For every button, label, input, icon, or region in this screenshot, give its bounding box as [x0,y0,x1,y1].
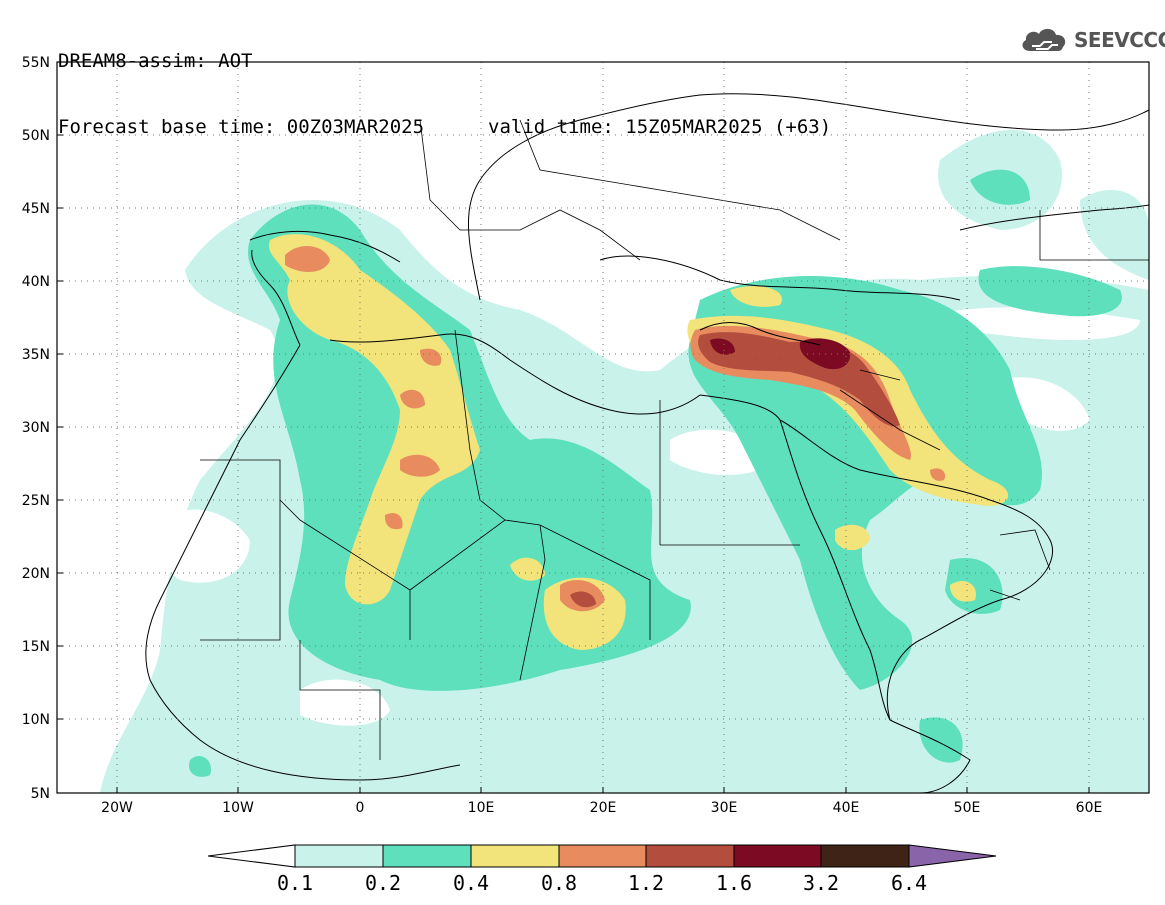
lon-labels: 20W 10W 0 10E 20E 30E 40E 50E 60E [101,800,1102,816]
lat-labels: 55N 50N 45N 40N 35N 30N 25N 20N 15N 10N … [22,55,50,802]
colorbar-label: 6.4 [890,871,928,895]
colorbar-label: 0.2 [364,871,402,895]
cloud-icon [1022,28,1066,51]
lat-label: 50N [22,128,50,144]
lat-label: 30N [22,420,50,436]
colorbar-above-arrow [908,844,997,868]
lon-label: 10E [468,800,495,816]
colorbar-label: 1.6 [715,871,753,895]
logo-text: SEEVCCC [1074,28,1165,52]
title-base-time: Forecast base time: 00Z03MAR2025 [58,116,425,138]
lon-label: 60E [1076,800,1103,816]
colorbar-segment [382,844,472,868]
colorbar-segment [820,844,910,868]
colorbar-label: 0.1 [276,871,314,895]
map-title: DREAM8-assim: AOT Forecast base time: 00… [58,6,831,160]
colorbar-segment [294,844,384,868]
lat-label: 35N [22,347,50,363]
lon-label: 50E [954,800,981,816]
title-product: DREAM8-assim: AOT [58,50,253,72]
colorbar-label: 0.8 [540,871,578,895]
colorbar-label: 0.4 [452,871,490,895]
seevccc-logo: SEEVCCC [1018,22,1165,58]
lat-label: 10N [22,712,50,728]
title-valid-time: valid time: 15Z05MAR2025 (+63) [488,116,832,138]
lat-label: 15N [22,639,50,655]
lon-label: 10W [222,800,254,816]
lon-label: 20W [101,800,133,816]
lat-label: 5N [31,786,50,802]
lon-label: 20E [590,800,617,816]
lat-label: 55N [22,55,50,71]
lon-label: 40E [833,800,860,816]
coastlines [145,93,1149,793]
axis-ticks [57,61,1090,794]
lat-label: 25N [22,493,50,509]
colorbar [207,844,997,868]
colorbar-segment [470,844,560,868]
colorbar-label: 3.2 [802,871,840,895]
aot-field [100,130,1149,793]
colorbar-segment [645,844,735,868]
colorbar-segment [733,844,822,868]
colorbar-below-arrow [207,844,296,868]
graticule [57,62,1149,793]
lat-label: 20N [22,566,50,582]
country-borders [200,119,1149,760]
lon-label: 30E [711,800,738,816]
colorbar-label: 1.2 [627,871,665,895]
lat-label: 45N [22,201,50,217]
lon-label: 0 [356,800,365,816]
lat-label: 40N [22,274,50,290]
colorbar-segment [558,844,647,868]
